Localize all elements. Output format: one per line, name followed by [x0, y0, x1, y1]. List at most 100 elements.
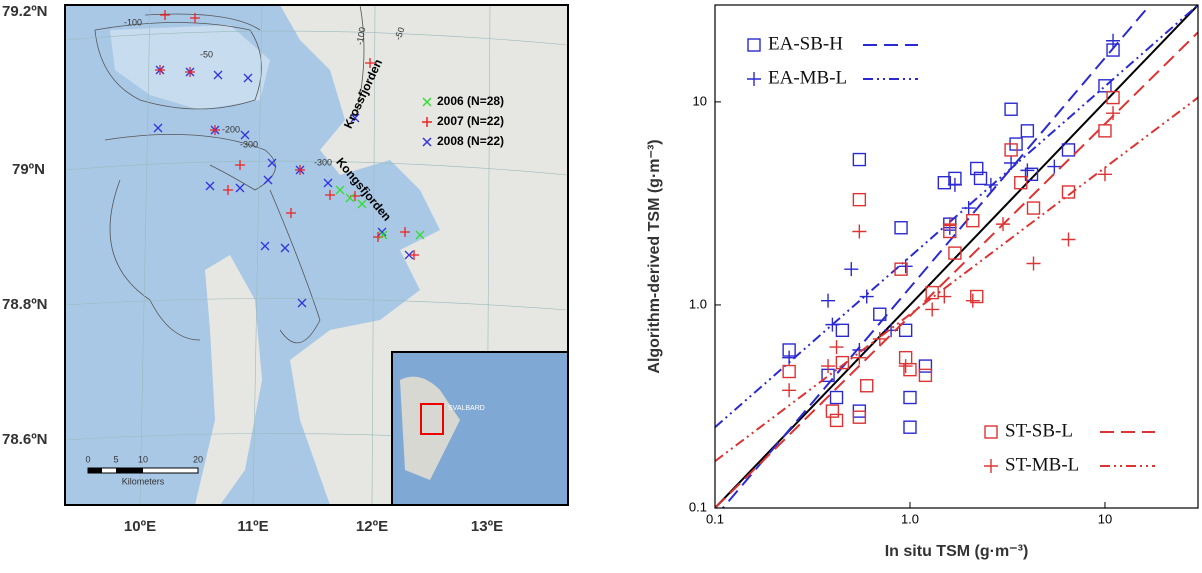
point [1106, 90, 1120, 105]
fit-line [715, 31, 1198, 508]
station [409, 250, 419, 260]
point [821, 293, 836, 308]
point [903, 390, 917, 405]
reference-line [715, 5, 1198, 508]
legend-symbol [747, 72, 761, 86]
point [903, 362, 917, 377]
point [825, 404, 840, 418]
contours [94, 5, 365, 344]
point [852, 192, 867, 207]
inset-label: SVALBARD [448, 405, 485, 412]
contour-label: -100 [354, 26, 367, 45]
station [160, 10, 170, 20]
station [365, 58, 375, 68]
fit-line [721, 5, 1151, 508]
map: SVALBARD 0 5 10 20 Kilometers -100 -50 -… [65, 5, 568, 505]
station [263, 175, 273, 185]
legend-symbol [422, 137, 432, 147]
station [243, 73, 253, 83]
fit-line [715, 5, 1198, 428]
scale-tick: 5 [113, 454, 118, 464]
station [235, 160, 245, 170]
point [937, 175, 952, 190]
point [948, 246, 962, 260]
contour-label: -300 [314, 157, 332, 167]
x-tick-label: 1.0 [901, 511, 919, 526]
y-tick-label: 10 [693, 93, 707, 108]
point [1061, 185, 1076, 199]
point [937, 289, 952, 304]
plot-area [715, 5, 1198, 508]
station [377, 227, 387, 237]
station [280, 243, 290, 253]
station [240, 130, 250, 140]
point [942, 217, 957, 232]
legend-symbol [422, 117, 432, 127]
y-tick-label: 0.1 [689, 499, 707, 514]
station [260, 241, 270, 251]
station [185, 67, 195, 77]
legend-label: 2006 (N=28) [437, 94, 504, 108]
point [1004, 102, 1018, 116]
lon-label: 12ºE [356, 518, 388, 535]
point [903, 420, 917, 434]
station [295, 165, 305, 175]
inset-land [400, 376, 460, 480]
point [860, 379, 874, 393]
lat-label: 78.8ºN [2, 296, 48, 313]
point [782, 383, 797, 398]
station [323, 178, 333, 188]
point [852, 152, 867, 167]
point [970, 161, 984, 176]
point [894, 221, 908, 235]
station [297, 298, 307, 308]
point [918, 368, 933, 383]
station [235, 183, 245, 193]
legend-label: 2008 (N=22) [437, 134, 504, 148]
station [400, 227, 410, 237]
point [852, 224, 867, 239]
point [1014, 175, 1028, 190]
lat-label: 78.6ºN [2, 431, 48, 448]
contour-label: -50 [200, 49, 213, 59]
map-frame [64, 4, 569, 506]
lon-label: 11ºE [237, 518, 268, 535]
legend-label: ST-MB-L [1005, 454, 1079, 475]
point [1106, 33, 1121, 48]
x-tick-label: 10 [1098, 511, 1112, 526]
point [1098, 124, 1112, 138]
legend-label: EA-MB-L [768, 67, 847, 88]
point [1097, 167, 1112, 182]
station [213, 70, 223, 80]
point [898, 359, 913, 374]
y-tick-label: 1.0 [689, 296, 707, 311]
point [965, 293, 980, 308]
point [829, 340, 844, 355]
contour-label: -100 [124, 17, 142, 27]
legend-symbol [422, 97, 432, 107]
point [947, 177, 962, 192]
point [1061, 143, 1076, 157]
point [966, 213, 980, 228]
fit-line [715, 96, 1198, 463]
point [873, 307, 887, 321]
contour-label: -50 [393, 26, 407, 42]
station [205, 181, 215, 191]
point [996, 217, 1011, 232]
inset-box [420, 403, 444, 435]
station [378, 230, 388, 240]
point [829, 413, 844, 428]
point [872, 331, 887, 346]
x-tick-label: 0.1 [706, 511, 724, 526]
legend-label: EA-SB-H [768, 33, 843, 54]
stations [153, 10, 425, 308]
point [970, 289, 984, 304]
station [210, 125, 220, 135]
scale-tick: 0 [85, 454, 90, 464]
point [1047, 159, 1062, 174]
point [898, 259, 913, 274]
scale-tick: 20 [193, 454, 203, 464]
point [1061, 232, 1076, 247]
point [852, 350, 867, 365]
lon-label: 10ºE [124, 518, 156, 535]
